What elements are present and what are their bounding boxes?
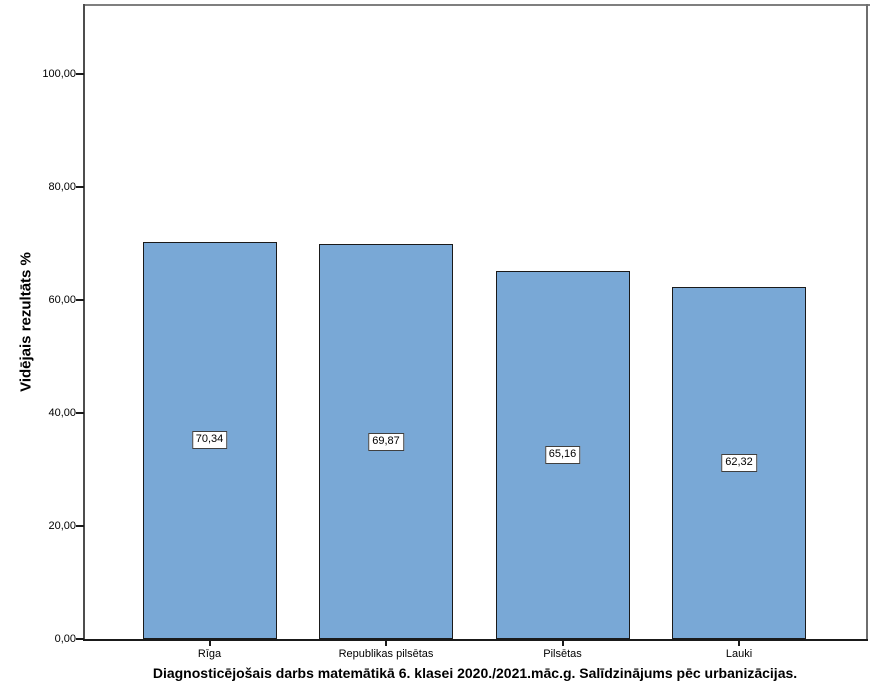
y-tick-mark — [76, 299, 84, 302]
y-tick-mark — [76, 638, 84, 640]
x-category-label: Rīga — [197, 648, 222, 660]
plot-frame-right — [866, 4, 868, 641]
y-tick-label: 100,00 — [42, 68, 76, 81]
x-tick-mark — [385, 641, 387, 646]
y-tick-mark — [76, 525, 84, 528]
y-tick-mark — [76, 73, 84, 76]
x-category-label: Republikas pilsētas — [338, 648, 434, 660]
y-tick-label: 40,00 — [48, 407, 76, 420]
bar-value-label: 65,16 — [544, 445, 581, 464]
x-tick-mark — [561, 641, 564, 646]
bar-value-label: 70,34 — [191, 431, 228, 450]
plot-frame-top — [83, 4, 870, 6]
x-tick-mark — [738, 641, 740, 646]
chart-title: Diagnosticējošais darbs matemātikā 6. kl… — [152, 665, 798, 681]
y-tick-mark — [76, 412, 84, 415]
x-axis-line — [83, 639, 868, 641]
x-category-label: Lauki — [725, 648, 753, 660]
bar-value-label: 62,32 — [721, 454, 757, 472]
y-tick-label: 80,00 — [48, 181, 76, 194]
x-category-label: Pilsētas — [543, 648, 582, 660]
y-axis-line — [83, 4, 85, 641]
y-tick-label: 60,00 — [48, 294, 76, 307]
y-tick-mark — [76, 186, 84, 189]
y-axis-title: Vidējais rezultāts % — [17, 252, 35, 392]
x-tick-mark — [208, 641, 211, 646]
bar-value-label: 69,87 — [368, 432, 404, 451]
y-tick-label: 0,00 — [54, 633, 76, 645]
y-tick-label: 20,00 — [48, 520, 76, 533]
